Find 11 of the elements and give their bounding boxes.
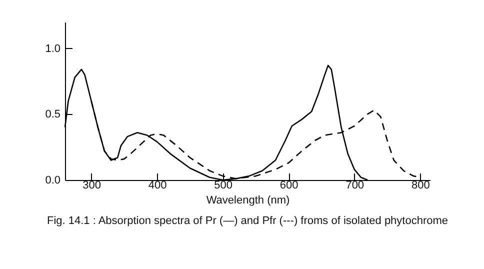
x-tick-label: 400: [148, 180, 167, 192]
y-tick-label: 0.0: [45, 174, 60, 186]
x-tick-label: 600: [280, 180, 298, 192]
x-tick-label: 500: [214, 180, 233, 192]
x-tick-label: 300: [82, 180, 101, 192]
y-tick-label: 0.5: [45, 108, 60, 121]
y-tick-label: 1.0: [45, 42, 60, 55]
caption: Fig. 14.1 : Absorption spectra of Pr (—) and Pfr (---) froms of isolated phytochrome: [46, 215, 448, 227]
x-tick-label: 800: [411, 180, 430, 192]
x-axis-title: Wavelength (nm): [206, 194, 290, 206]
x-tick-label: 700: [346, 180, 364, 192]
